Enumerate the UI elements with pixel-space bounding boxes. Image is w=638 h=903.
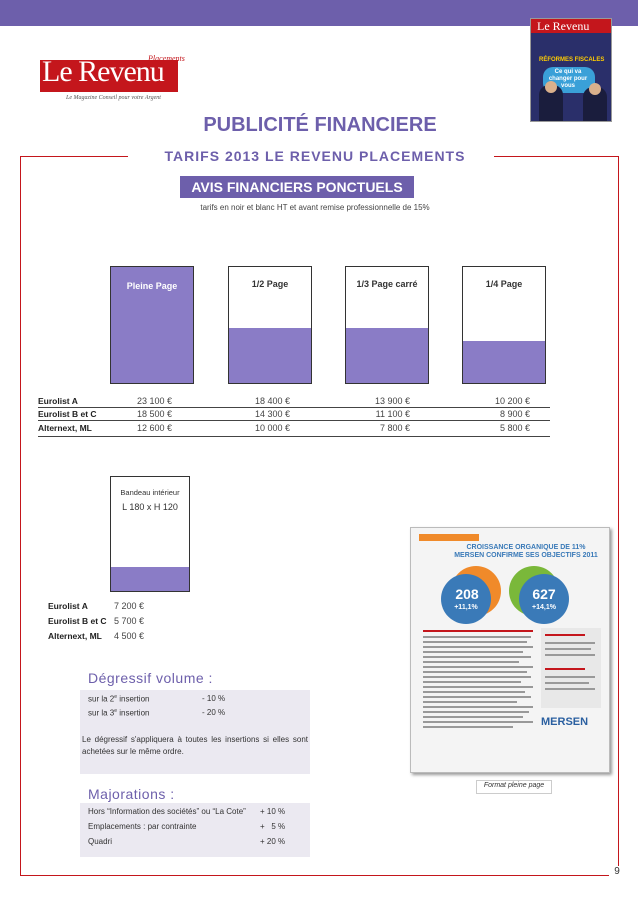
- format-label: Pleine Page: [126, 281, 178, 291]
- table-divider: [38, 420, 550, 421]
- page-number: 9: [609, 866, 625, 877]
- price-cell: 7 200 €: [113, 601, 144, 611]
- cover-face: [589, 83, 601, 95]
- magazine-cover-image: Le Revenu RÉFORMES FISCALES Ce qui va ch…: [530, 18, 612, 122]
- majorations-box: [80, 803, 310, 857]
- table-divider: [38, 436, 550, 437]
- logo-tagline: Le Magazine Conseil pour votre Argent: [66, 95, 161, 101]
- degressif-title: Dégressif volume :: [88, 670, 213, 686]
- majoration-label: Hors “Information des sociétés” ou “La C…: [88, 807, 246, 816]
- price-cell: 10 200 €: [494, 396, 530, 406]
- format-fill: [229, 328, 311, 383]
- price-cell: 11 100 €: [375, 409, 410, 419]
- avis-banner-title: AVIS FINANCIERS PONCTUELS: [191, 179, 403, 195]
- majorations-title: Majorations :: [88, 786, 175, 802]
- cover-sub: Ce qui va changer pour vous: [548, 69, 588, 89]
- degressif-value: - 20 %: [202, 708, 226, 717]
- ad-percent: +11,1%: [454, 604, 478, 611]
- degressif-note: Le dégressif s'appliquera à toutes les i…: [82, 735, 308, 756]
- sample-ad-image: CROISSANCE ORGANIQUE DE 11% MERSEN CONFI…: [410, 527, 610, 773]
- market-label: Eurolist A: [48, 601, 88, 611]
- price-cell: 5 800 €: [499, 423, 530, 433]
- price-cell: 18 400 €: [254, 396, 290, 406]
- format-label: 1/4 Page: [485, 279, 523, 289]
- cover-headline: RÉFORMES FISCALES: [539, 57, 605, 63]
- price-cell: 12 600 €: [136, 423, 172, 433]
- majoration-label: Quadri: [88, 837, 113, 846]
- format-fill: [111, 567, 189, 591]
- degressif-line: sur la 2e insertion: [88, 694, 150, 704]
- format-box-third-page: 1/3 Page carré: [345, 266, 429, 384]
- market-label: Eurolist B et C: [38, 409, 97, 419]
- ad-figure: 627: [532, 586, 556, 602]
- logo: [40, 60, 178, 92]
- price-cell: 18 500 €: [136, 409, 172, 419]
- price-cell: 5 700 €: [113, 616, 144, 626]
- avis-banner: [180, 176, 414, 198]
- price-cell: 14 300 €: [254, 409, 290, 419]
- format-box-pleine-page: Pleine Page: [110, 266, 194, 384]
- price-cell: 4 500 €: [113, 631, 144, 641]
- ad-bubble: [519, 574, 569, 624]
- logo-placements: Placements: [148, 54, 185, 63]
- ad-sidebar: [541, 628, 601, 708]
- degressif-value: - 10 %: [202, 694, 226, 703]
- price-cell: 23 100 €: [136, 396, 172, 406]
- ad-caption: Format pleine page: [483, 782, 545, 789]
- market-label: Eurolist A: [38, 396, 78, 406]
- format-label: 1/3 Page carré: [356, 279, 418, 289]
- format-box-bandeau: [110, 476, 190, 592]
- logo-text: Le Revenu: [42, 55, 165, 88]
- price-cell: 10 000 €: [254, 423, 290, 433]
- ad-caption-box: [476, 780, 552, 794]
- price-cell: 13 900 €: [374, 396, 410, 406]
- table-divider: [38, 407, 550, 408]
- format-fill: [463, 341, 545, 383]
- price-cell: 7 800 €: [379, 423, 410, 433]
- frame-line: [20, 156, 128, 157]
- format-box-quarter-page: 1/4 Page: [462, 266, 546, 384]
- format-box-half-page: 1/2 Page: [228, 266, 312, 384]
- degressif-line: sur la 3e insertion: [88, 708, 150, 718]
- market-label: Eurolist B et C: [48, 616, 107, 626]
- ad-body-text: [423, 630, 535, 738]
- price-cell: 8 900 €: [499, 409, 530, 419]
- majoration-label: Emplacements : par contrainte: [88, 822, 197, 831]
- majoration-value: + 5 %: [260, 822, 286, 831]
- ad-headline: CROISSANCE ORGANIQUE DE 11% MERSEN CONFI…: [454, 544, 598, 559]
- format-label: 1/2 Page: [251, 279, 289, 289]
- bandeau-label: Bandeau intérieur: [120, 488, 180, 497]
- market-label: Alternext, ML: [38, 423, 92, 433]
- cover-face: [545, 81, 557, 93]
- cover-band: [531, 19, 611, 33]
- ad-bubble: [441, 574, 491, 624]
- degressif-box: [80, 690, 310, 774]
- frame-line: [618, 156, 619, 876]
- ad-header: [419, 534, 479, 541]
- pricing-note: tarifs en noir et blanc HT et avant remi…: [200, 203, 430, 212]
- ad-figure: 208: [455, 586, 479, 602]
- ad-percent: +14,1%: [532, 604, 556, 611]
- frame-line: [494, 156, 618, 157]
- majoration-value: + 20 %: [260, 837, 286, 846]
- format-fill: [346, 328, 428, 383]
- market-label: Alternext, ML: [48, 631, 102, 641]
- ad-brand: MERSEN: [541, 716, 589, 728]
- frame-line: [20, 156, 21, 876]
- bandeau-size: L 180 x H 120: [122, 502, 178, 512]
- format-fill: [111, 267, 193, 383]
- cover-title: Le Revenu: [537, 19, 590, 33]
- frame-line: [20, 875, 612, 876]
- page-title: PUBLICITÉ FINANCIERE: [203, 114, 437, 136]
- majoration-value: + 10 %: [260, 807, 286, 816]
- page-subtitle: TARIFS 2013 LE REVENU PLACEMENTS: [164, 148, 466, 164]
